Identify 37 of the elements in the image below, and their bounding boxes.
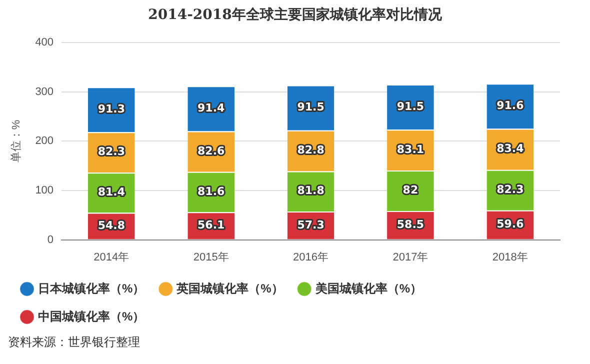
y-tick-label: 200 [35, 135, 54, 148]
text: 资料来源：世界银行整理 [8, 334, 140, 351]
data-label: 82.3 [496, 182, 524, 196]
data-label: 81.8 [297, 184, 324, 198]
chart-title: 2014-2018年全球主要国家城镇化率对比情况 [147, 6, 443, 24]
x-tick-label: 2014年 [94, 251, 130, 264]
data-label: 59.6 [496, 218, 524, 231]
data-label: 91.5 [297, 100, 324, 114]
x-tick-label: 2016年 [293, 251, 329, 264]
y-tick-label: 300 [35, 86, 54, 98]
data-label: 81.4 [98, 186, 126, 199]
x-tick-label: 2018年 [492, 251, 528, 264]
y-tick-label: 0 [47, 234, 54, 246]
data-label: 82 [402, 184, 418, 197]
legend-label: 日本城镇化率（%） [38, 281, 145, 296]
x-tick-label: 2015年 [193, 251, 229, 264]
legend-label: 英国城镇化率（%） [176, 281, 284, 296]
legend-label: 中国城镇化率（%） [38, 309, 145, 324]
data-label: 57.3 [297, 218, 324, 232]
data-label: 83.1 [396, 142, 424, 156]
data-label: 82.8 [297, 144, 324, 157]
data-label: 83.4 [496, 142, 524, 156]
y-tick-label: 100 [35, 184, 54, 197]
data-label: 56.1 [198, 218, 225, 232]
data-label: 91.4 [198, 102, 226, 115]
legend-label: 美国城镇化率（%） [314, 281, 422, 296]
data-label: 58.5 [396, 218, 424, 231]
data-label: 91.3 [98, 102, 125, 116]
data-label: 91.5 [396, 100, 424, 113]
data-label: 91.6 [496, 99, 524, 112]
x-tick-label: 2017年 [392, 251, 428, 264]
data-label: 82.6 [198, 144, 226, 158]
y-axis-title: 单位：% [10, 120, 23, 163]
data-label: 82.3 [98, 145, 125, 158]
y-tick-label: 400 [35, 36, 54, 49]
data-label: 81.6 [198, 184, 226, 198]
data-label: 54.8 [98, 218, 125, 232]
